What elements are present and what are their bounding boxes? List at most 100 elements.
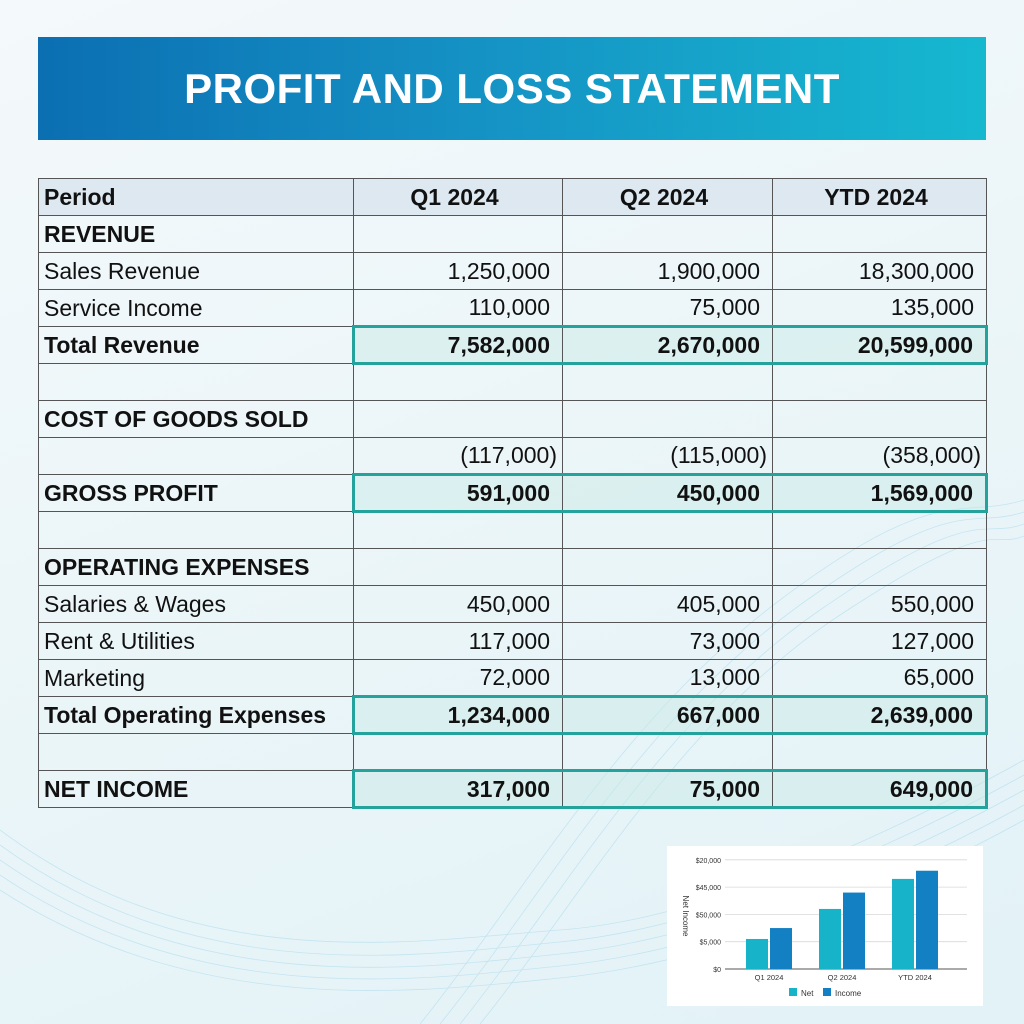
bar-net-2 <box>892 878 914 969</box>
cell-ytd: 1,569,000 <box>772 473 988 513</box>
table-row-spacer <box>38 511 987 549</box>
cell-q2: 75,000 <box>562 289 773 327</box>
table-row-spacer <box>38 363 987 401</box>
chart-y-axis-ticks: $0 $5,000 $50,000 $45,000 $20,000 <box>696 858 721 974</box>
row-label: Sales Revenue <box>38 252 354 290</box>
table-row-marketing: Marketing 72,000 13,000 65,000 <box>38 659 987 697</box>
cell-q1: 7,582,000 <box>352 325 563 365</box>
table-row-cogs-header: COST OF GOODS SOLD <box>38 400 987 438</box>
cell-ytd: (358,000) <box>772 437 987 475</box>
table-row-sales-revenue: Sales Revenue 1,250,000 1,900,000 18,300… <box>38 252 987 290</box>
cell-ytd: 18,300,000 <box>772 252 987 290</box>
x-tick-label: Q2 2024 <box>828 973 857 982</box>
row-label: NET INCOME <box>38 770 354 808</box>
cell-q2 <box>562 548 773 586</box>
x-tick-label: YTD 2024 <box>898 973 932 982</box>
bar-net-1 <box>819 908 841 969</box>
table-row-cogs-values: (117,000) (115,000) (358,000) <box>38 437 987 475</box>
column-header-q1: Q1 2024 <box>353 178 563 216</box>
row-label: Rent & Utilities <box>38 622 354 660</box>
cell-q2: 75,000 <box>562 769 773 809</box>
cell-q2: 450,000 <box>562 473 773 513</box>
cell-ytd <box>772 733 987 771</box>
row-label <box>38 363 354 401</box>
table-row-service-income: Service Income 110,000 75,000 135,000 <box>38 289 987 327</box>
cell-q2: (115,000) <box>562 437 773 475</box>
cell-q1: (117,000) <box>353 437 563 475</box>
cell-ytd: 65,000 <box>772 659 987 697</box>
cell-q2 <box>562 733 773 771</box>
bar-income-1 <box>843 892 865 969</box>
cell-q1 <box>353 511 563 549</box>
column-header-ytd: YTD 2024 <box>772 178 987 216</box>
cell-ytd <box>772 511 987 549</box>
cell-ytd: 550,000 <box>772 585 987 623</box>
row-label <box>38 437 354 475</box>
chart-x-axis-labels: Q1 2024 Q2 2024 YTD 2024 <box>755 973 932 982</box>
cell-ytd <box>772 548 987 586</box>
y-tick-label: $45,000 <box>696 885 721 892</box>
bar-income-2 <box>916 870 938 969</box>
cell-ytd <box>772 400 987 438</box>
table-header-row: Period Q1 2024 Q2 2024 YTD 2024 <box>38 178 987 216</box>
y-tick-label: $0 <box>713 967 721 974</box>
profit-loss-table: Period Q1 2024 Q2 2024 YTD 2024 REVENUE … <box>38 178 988 809</box>
cell-q2: 405,000 <box>562 585 773 623</box>
cell-q2 <box>562 215 773 253</box>
cell-ytd: 649,000 <box>772 769 988 809</box>
cell-q2 <box>562 363 773 401</box>
cell-q2: 1,900,000 <box>562 252 773 290</box>
chart-bars <box>746 870 938 969</box>
title-banner: PROFIT AND LOSS STATEMENT <box>38 37 986 140</box>
row-label: COST OF GOODS SOLD <box>38 400 354 438</box>
cell-q1: 317,000 <box>352 769 563 809</box>
net-income-bar-chart: $0 $5,000 $50,000 $45,000 $20,000 Net Income… <box>667 846 983 1006</box>
cell-q1: 117,000 <box>353 622 563 660</box>
legend-label-income: Income <box>835 989 862 998</box>
table-row-net-income: NET INCOME 317,000 75,000 649,000 <box>38 769 988 809</box>
cell-ytd <box>772 363 987 401</box>
y-tick-label: $5,000 <box>700 940 722 947</box>
row-label: Total Revenue <box>38 326 354 364</box>
table-row-revenue-header: REVENUE <box>38 215 987 253</box>
y-tick-label: $50,000 <box>696 912 721 919</box>
chart-legend: Net Income <box>789 988 862 998</box>
cell-ytd: 135,000 <box>772 289 987 327</box>
table-row-salaries-wages: Salaries & Wages 450,000 405,000 550,000 <box>38 585 987 623</box>
row-label <box>38 511 354 549</box>
page-title: PROFIT AND LOSS STATEMENT <box>184 64 840 112</box>
row-label <box>38 733 354 771</box>
table-row-gross-profit: GROSS PROFIT 591,000 450,000 1,569,000 <box>38 473 988 513</box>
bar-net-0 <box>746 938 768 969</box>
cell-q2: 13,000 <box>562 659 773 697</box>
cell-q1 <box>353 363 563 401</box>
table-row-spacer <box>38 733 987 771</box>
table-row-opex-header: OPERATING EXPENSES <box>38 548 987 586</box>
legend-swatch-net <box>789 988 797 996</box>
cell-q1: 1,250,000 <box>353 252 563 290</box>
row-label: OPERATING EXPENSES <box>38 548 354 586</box>
cell-q1: 1,234,000 <box>352 695 563 735</box>
row-label: REVENUE <box>38 215 354 253</box>
cell-ytd: 20,599,000 <box>772 325 988 365</box>
cell-q2 <box>562 511 773 549</box>
column-header-period: Period <box>38 178 354 216</box>
cell-ytd: 127,000 <box>772 622 987 660</box>
cell-q2: 2,670,000 <box>562 325 773 365</box>
row-label: Salaries & Wages <box>38 585 354 623</box>
column-header-q2: Q2 2024 <box>562 178 773 216</box>
legend-swatch-income <box>823 988 831 996</box>
cell-ytd <box>772 215 987 253</box>
chart-y-axis-label: Net Income <box>681 896 690 937</box>
table-row-rent-utilities: Rent & Utilities 117,000 73,000 127,000 <box>38 622 987 660</box>
legend-label-net: Net <box>801 989 814 998</box>
cell-q1: 72,000 <box>353 659 563 697</box>
cell-q1 <box>353 548 563 586</box>
table-row-total-revenue: Total Revenue 7,582,000 2,670,000 20,599… <box>38 325 988 365</box>
cell-q1: 450,000 <box>353 585 563 623</box>
cell-q2 <box>562 400 773 438</box>
cell-q1 <box>353 400 563 438</box>
bar-income-0 <box>770 928 792 969</box>
row-label: Marketing <box>38 659 354 697</box>
cell-q2: 667,000 <box>562 695 773 735</box>
